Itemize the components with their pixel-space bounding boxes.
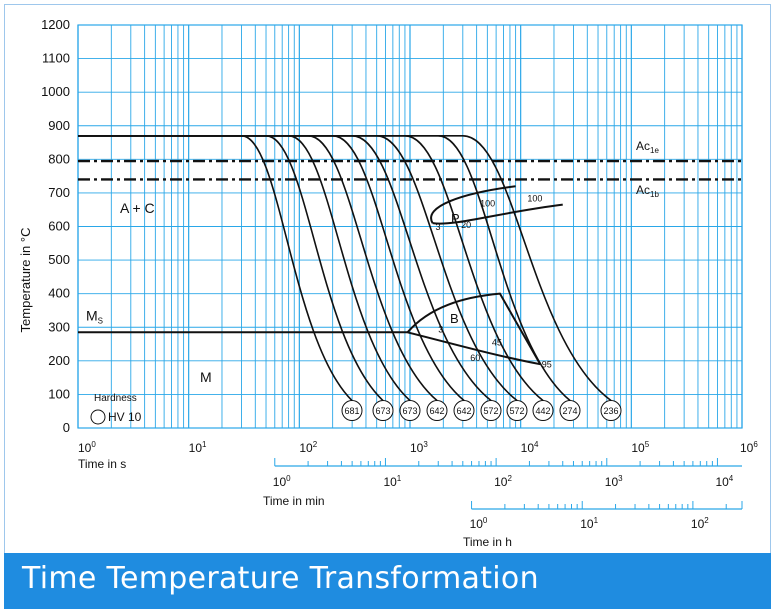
region-m: M xyxy=(200,369,212,385)
y-tick-label: 300 xyxy=(48,319,70,334)
y-tick-label: 800 xyxy=(48,151,70,166)
hardness-badge xyxy=(372,400,394,422)
hardness-value: 642 xyxy=(429,406,444,416)
hardness-badge xyxy=(426,400,448,422)
plot-border xyxy=(77,24,743,429)
hardness-value: 572 xyxy=(483,406,498,416)
hardness-legend-circle xyxy=(90,409,106,425)
y-tick-label: 700 xyxy=(48,185,70,200)
y-axis-label: Temperature in °C xyxy=(18,228,33,333)
labels: Ac1e Ac1b MS 3 20 100 100 3 45 60 95 xyxy=(86,139,659,370)
cooling-curve xyxy=(78,135,544,402)
x-tick-label: 101 xyxy=(189,440,207,455)
x-tick-label: 103 xyxy=(410,440,428,455)
x-tick-label: 104 xyxy=(521,440,539,455)
hours-tick-label: 102 xyxy=(691,516,709,531)
hardness-legend-item: HV 10 xyxy=(108,410,142,424)
cooling-curve xyxy=(78,135,492,402)
y-tick-label: 600 xyxy=(48,219,70,234)
hardness-legend-title: Hardness xyxy=(94,393,137,404)
y-tick-label: 100 xyxy=(48,386,70,401)
cooling-curve xyxy=(78,135,384,402)
cooling-curve xyxy=(78,135,571,402)
y-tick-label: 500 xyxy=(48,252,70,267)
phase-regions xyxy=(406,185,563,366)
pearlite-percent-label: 3 xyxy=(436,222,441,232)
cooling-curve xyxy=(78,135,353,402)
x-tick-label: 106 xyxy=(740,440,758,455)
hours-axis-label: Time in h xyxy=(463,535,512,549)
pearlite-percent-label: 20 xyxy=(461,220,471,230)
minutes-tick-label: 103 xyxy=(605,474,623,489)
cooling-curve xyxy=(78,135,518,402)
hardness-badge xyxy=(532,400,554,422)
hardness-badge xyxy=(559,400,581,422)
hardness-value: 442 xyxy=(535,406,550,416)
hours-tick-label: 100 xyxy=(470,516,488,531)
bainite-start xyxy=(406,292,542,365)
y-tick-label: 400 xyxy=(48,286,70,301)
hardness-value: 642 xyxy=(456,406,471,416)
hardness-badge xyxy=(480,400,502,422)
y-tick-label: 1100 xyxy=(42,51,70,66)
bainite-percent-label: 3 xyxy=(438,324,443,334)
bainite-percent-label: 60 xyxy=(470,353,480,363)
ac1e-label: Ac1e xyxy=(636,139,659,155)
axes: 0 100 200 300 400 500 600 700 800 900 1000 1100 1200… xyxy=(41,17,758,531)
bainite-end xyxy=(407,331,541,366)
footer-title: Time Temperature Transformation xyxy=(22,561,539,596)
x-tick-label: 105 xyxy=(631,440,649,455)
x-tick-label: 100 xyxy=(78,440,96,455)
hardness-badge xyxy=(341,400,363,422)
pearlite-start xyxy=(430,185,516,224)
ms-label: MS xyxy=(86,307,103,325)
pearlite-percent-label: 100 xyxy=(480,198,495,208)
hardness-value: 673 xyxy=(375,406,390,416)
x-tick-label: 102 xyxy=(299,440,317,455)
minutes-axis-label: Time in min xyxy=(263,494,325,508)
hardness-badge xyxy=(399,400,421,422)
hardness-value: 681 xyxy=(344,406,359,416)
y-tick-label: 200 xyxy=(48,353,70,368)
minutes-tick-label: 104 xyxy=(715,474,733,489)
minutes-tick-label: 102 xyxy=(494,474,512,489)
hardness-badge xyxy=(506,400,528,422)
y-tick-label: 0 xyxy=(63,420,70,435)
cooling-curve xyxy=(78,135,465,402)
hardness-value: 236 xyxy=(603,406,618,416)
hardness-badge xyxy=(453,400,475,422)
region-a-c: A + C xyxy=(120,200,155,216)
ac1b-label: Ac1b xyxy=(636,183,659,199)
pearlite-percent-label: 100 xyxy=(527,193,542,203)
grid-layer xyxy=(77,24,743,429)
footer-banner: Time Temperature Transformation xyxy=(4,553,771,609)
cooling-curve xyxy=(78,135,612,402)
hardness-value: 673 xyxy=(402,406,417,416)
y-tick-label: 1000 xyxy=(41,84,70,99)
cooling-curve xyxy=(78,135,411,402)
hardness-badge xyxy=(600,400,622,422)
minutes-tick-label: 101 xyxy=(383,474,401,489)
y-tick-label: 1200 xyxy=(41,17,70,32)
minutes-tick-label: 100 xyxy=(273,474,291,489)
hardness-value: 274 xyxy=(562,406,577,416)
region-p: P xyxy=(451,211,460,226)
bainite-percent-label: 45 xyxy=(492,338,502,348)
pearlite-end xyxy=(432,203,563,225)
cooling-curves: 681 673 673 642 642 572 572 442 274 236 xyxy=(78,135,622,422)
phase-lines xyxy=(78,159,742,334)
hours-tick-label: 101 xyxy=(580,516,598,531)
x-axis-label: Time in s xyxy=(78,457,126,471)
region-b: B xyxy=(450,311,459,326)
hardness-value: 572 xyxy=(509,406,524,416)
cooling-curve xyxy=(78,135,438,402)
bainite-percent-label: 95 xyxy=(542,360,552,370)
y-tick-label: 900 xyxy=(48,118,70,133)
